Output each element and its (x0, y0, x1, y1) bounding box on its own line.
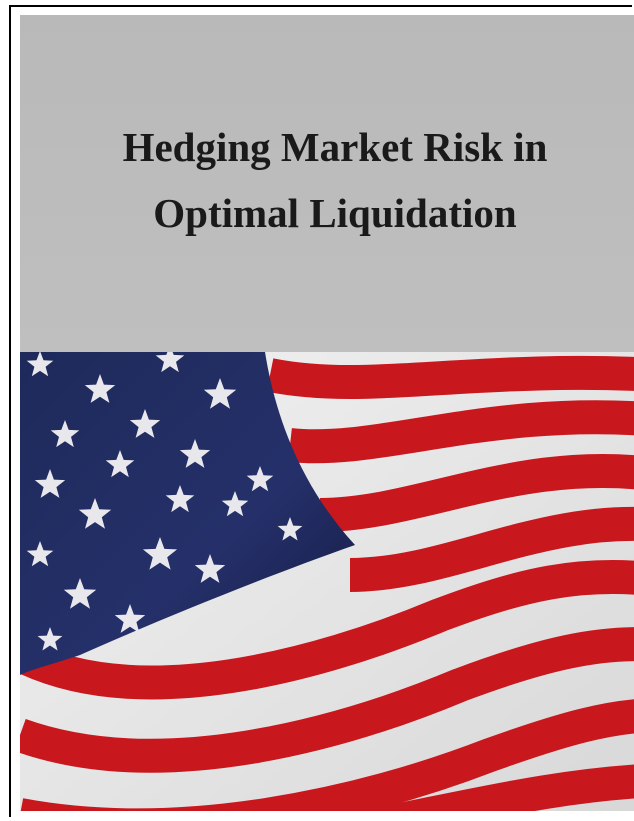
title-line: Hedging Market Risk in (123, 124, 548, 170)
stripe (270, 373, 634, 382)
book-cover: Hedging Market Risk in Optimal Liquidati… (20, 15, 634, 811)
title-line: Optimal Liquidation (153, 190, 517, 236)
flag (20, 345, 634, 811)
page: {"cover": {"title_lines": ["Hedging Mark… (0, 0, 634, 821)
title-panel (20, 15, 634, 352)
